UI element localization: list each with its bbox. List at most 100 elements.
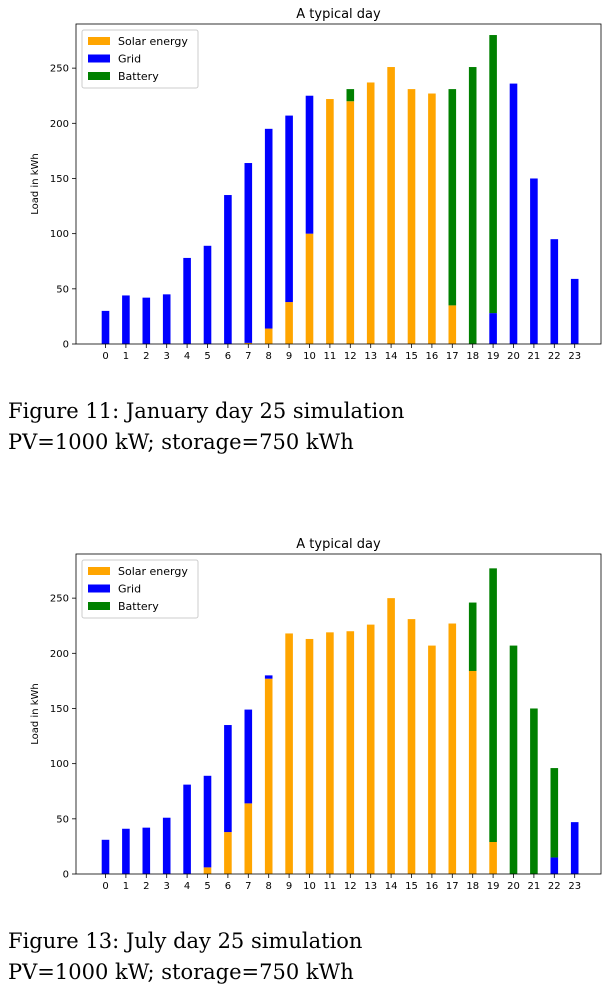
bar-solar-energy-17 [448, 305, 457, 344]
y-tick-label: 0 [63, 870, 69, 881]
bar-solar-energy-17 [448, 623, 457, 874]
x-tick-label: 16 [426, 351, 439, 362]
x-tick-label: 10 [303, 881, 316, 892]
legend-swatch-battery [88, 602, 110, 610]
y-axis-label: Load in kWh [30, 683, 41, 744]
legend-swatch-grid [88, 54, 110, 63]
bar-solar-energy-14 [387, 598, 395, 874]
y-tick-label: 100 [50, 229, 69, 240]
x-tick-label: 21 [528, 881, 541, 892]
bar-solar-energy-6 [224, 832, 232, 874]
x-tick-label: 4 [184, 351, 190, 362]
legend-swatch-solar-energy [88, 567, 110, 575]
bar-solar-energy-11 [326, 99, 334, 344]
y-tick-label: 250 [50, 594, 69, 605]
bar-grid-4 [183, 784, 191, 874]
bar-battery-20 [509, 645, 518, 874]
legend-label-battery: Battery [118, 70, 159, 83]
bar-solar-energy-9 [285, 302, 293, 344]
x-tick-label: 0 [102, 351, 108, 362]
x-tick-label: 7 [245, 351, 251, 362]
bar-battery-18 [468, 67, 477, 344]
chart-title: A typical day [296, 7, 381, 22]
caption-figure-13: Figure 13: July day 25 simulation PV=100… [8, 926, 362, 988]
bar-battery-19 [489, 568, 497, 842]
bar-solar-energy-8 [264, 328, 273, 344]
caption-line-1: Figure 11: January day 25 simulation [8, 399, 405, 423]
y-tick-label: 50 [56, 284, 69, 295]
bar-solar-energy-7 [244, 803, 253, 874]
x-tick-label: 19 [487, 351, 500, 362]
x-tick-label: 7 [245, 881, 251, 892]
x-tick-label: 9 [286, 351, 292, 362]
bar-solar-energy-14 [387, 67, 395, 344]
bar-grid-6 [224, 195, 232, 344]
x-tick-label: 17 [446, 351, 459, 362]
x-tick-label: 2 [143, 351, 149, 362]
x-tick-label: 22 [548, 881, 561, 892]
bar-grid-21 [530, 178, 538, 344]
x-tick-label: 12 [344, 351, 357, 362]
bar-battery-21 [530, 708, 538, 874]
bar-grid-2 [142, 297, 151, 344]
bar-solar-energy-9 [285, 633, 293, 874]
y-tick-label: 0 [63, 340, 69, 351]
x-tick-label: 20 [507, 881, 520, 892]
bar-grid-4 [183, 257, 191, 344]
legend-box [81, 559, 199, 619]
bar-solar-energy-13 [366, 624, 375, 874]
bar-battery-22 [550, 768, 559, 858]
bar-solar-energy-16 [428, 93, 436, 344]
legend-swatch-battery [88, 72, 110, 80]
caption-line-1: Figure 13: July day 25 simulation [8, 929, 363, 953]
bar-grid-10 [305, 95, 314, 234]
legend: Solar energy Grid Battery [81, 559, 199, 619]
figure-13: A typical day 0 50 100 150 200 250 0 1 2 3 4 5 6 7 8 9 10… [0, 530, 610, 998]
bar-grid-1 [122, 828, 130, 874]
y-tick-label: 150 [50, 704, 69, 715]
x-tick-label: 14 [385, 881, 398, 892]
figure-11: A typical day 0 50 100 150 200 250 0 1 2 3 4 5 6 7 8 9 10… [0, 0, 610, 470]
bar-grid-0 [101, 310, 110, 344]
y-tick-label: 200 [50, 649, 69, 660]
x-tick-label: 15 [405, 881, 418, 892]
x-tick-label: 6 [225, 881, 231, 892]
x-tick-label: 17 [446, 881, 459, 892]
bar-grid-7 [244, 709, 253, 804]
bar-solar-energy-15 [407, 89, 416, 344]
bar-battery-18 [468, 602, 477, 671]
bar-solar-energy-15 [407, 619, 416, 874]
x-tick-label: 2 [143, 881, 149, 892]
bar-grid-3 [162, 294, 171, 344]
y-tick-label: 250 [50, 64, 69, 75]
x-tick-label: 5 [204, 881, 210, 892]
x-tick-label: 18 [466, 881, 479, 892]
bar-grid-3 [162, 817, 171, 874]
legend: Solar energy Grid Battery [81, 29, 199, 89]
legend-swatch-solar-energy [88, 37, 110, 45]
y-axis-label: Load in kWh [30, 153, 41, 214]
bar-solar-energy-12 [346, 101, 355, 344]
bar-grid-23 [570, 822, 579, 874]
x-tick-label: 11 [324, 881, 337, 892]
legend-label-solar-energy: Solar energy [118, 565, 188, 578]
y-tick-label: 50 [56, 814, 69, 825]
x-tick-label: 20 [507, 351, 520, 362]
legend-box [81, 29, 199, 89]
bar-grid-19 [489, 313, 497, 344]
x-tick-label: 18 [466, 351, 479, 362]
bar-battery-17 [448, 89, 457, 306]
bar-solar-energy-13 [366, 82, 375, 344]
y-tick-label: 150 [50, 174, 69, 185]
bar-grid-5 [203, 245, 212, 344]
bar-grid-22 [550, 239, 559, 344]
bar-battery-12 [346, 89, 355, 102]
bar-battery-19 [489, 35, 497, 314]
bar-grid-7 [244, 163, 253, 343]
bar-solar-energy-10 [305, 638, 314, 874]
bar-solar-energy-7 [244, 342, 253, 344]
bar-grid-0 [101, 839, 110, 874]
x-tick-label: 0 [102, 881, 108, 892]
